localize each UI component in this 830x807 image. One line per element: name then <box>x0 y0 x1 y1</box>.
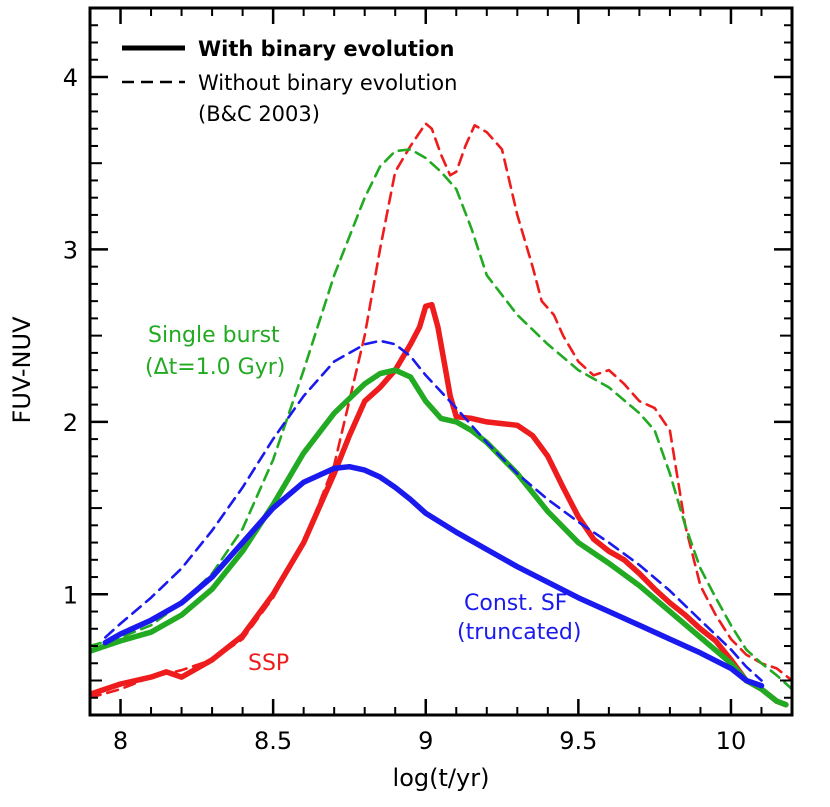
series-line-3 <box>90 148 792 691</box>
annotation-ssp: SSP <box>248 651 289 676</box>
x-tick-label: 8.5 <box>254 727 292 755</box>
series-line-2 <box>90 367 789 708</box>
plot-frame <box>88 6 794 717</box>
series-layer <box>90 122 792 708</box>
ticks-layer: 8 8.5 9 9.5 10 1 2 3 4 <box>63 7 793 755</box>
series-line-5 <box>104 339 763 682</box>
x-axis-label: log(t/yr) <box>393 764 490 792</box>
series-line-4 <box>102 463 765 689</box>
legend-entry-bc2003: (B&C 2003) <box>198 102 320 126</box>
x-tick-label: 10 <box>716 727 747 755</box>
annotation-const-sf-line1: Const. SF <box>464 591 567 616</box>
annotation-single-burst-line1: Single burst <box>148 323 280 348</box>
legend-entry-no-binary: Without binary evolution <box>198 71 457 95</box>
y-tick-label: 2 <box>63 409 78 437</box>
x-tick-label: 9 <box>418 727 433 755</box>
y-tick-label: 1 <box>63 581 78 609</box>
annotation-const-sf-line2: (truncated) <box>457 620 581 645</box>
x-tick-label: 8 <box>113 727 128 755</box>
y-axis-label: FUV-NUV <box>8 316 36 424</box>
series-line-1 <box>90 122 792 700</box>
y-tick-label: 4 <box>63 64 78 92</box>
y-tick-label: 3 <box>63 236 78 264</box>
legend-entry-binary: With binary evolution <box>198 37 455 61</box>
legend: With binary evolution Without binary evo… <box>122 37 457 126</box>
annotation-single-burst-line2: (Δt=1.0 Gyr) <box>145 355 285 380</box>
x-tick-label: 9.5 <box>559 727 597 755</box>
